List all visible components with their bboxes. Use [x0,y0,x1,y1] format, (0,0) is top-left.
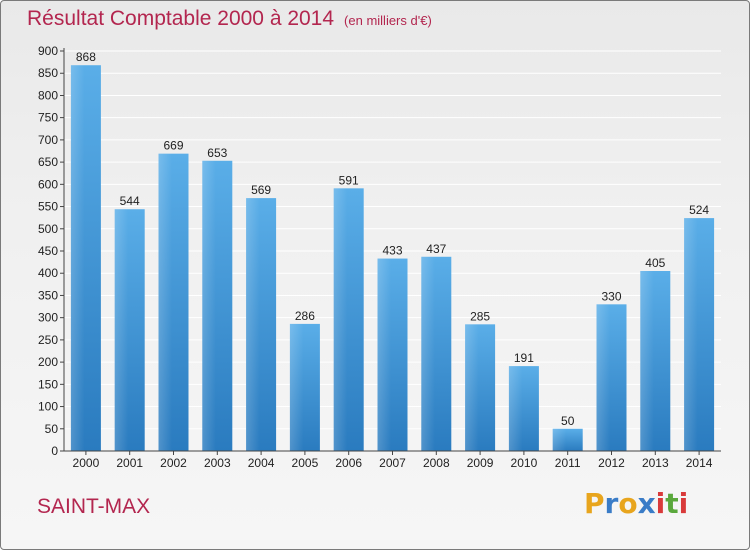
y-tick-label: 600 [38,177,58,191]
y-tick-label: 300 [38,311,58,325]
bar-highlight [202,160,216,451]
x-tick-label: 2011 [555,456,581,470]
y-tick-label: 700 [38,133,58,147]
data-label-2006: 591 [339,173,359,187]
bar-highlight [289,323,304,451]
y-tick-label: 550 [38,200,58,214]
bar-highlight [684,218,698,451]
bar-highlight [377,258,391,451]
data-label-2009: 285 [470,309,490,323]
x-tick-label: 2012 [598,456,625,470]
logo-letter: r [604,487,619,520]
x-tick-label: 2013 [642,456,669,470]
bar-highlight [421,256,435,451]
y-tick-label: 150 [38,377,58,391]
y-tick-label: 900 [38,44,58,58]
logo-letter: P [584,487,605,520]
axis-layer: 0501001502002503003504004505005506006507… [38,44,721,470]
bar-highlight [114,209,129,451]
bar-highlight [596,304,610,451]
bar-highlight [465,324,479,451]
data-label-2014: 524 [689,203,709,217]
y-tick-label: 750 [38,111,58,125]
data-label-2000: 868 [76,50,96,64]
data-label-2008: 437 [426,242,446,256]
x-tick-label: 2006 [335,456,362,470]
data-label-2012: 330 [601,289,621,303]
place-name: SAINT-MAX [37,495,151,518]
y-tick-label: 250 [38,333,58,347]
logo-letter: o [618,487,638,520]
logo-letter: x [637,487,656,520]
logo-letter: i [655,487,666,520]
label-layer: 868 544 669 653 569 286 591 433 437 285 191 50 330 40… [76,50,710,428]
y-tick-label: 450 [38,244,58,258]
x-tick-label: 2004 [248,456,275,470]
y-tick-label: 400 [38,266,58,280]
x-tick-label: 2005 [292,456,319,470]
x-tick-label: 2002 [160,456,187,470]
data-label-2013: 405 [645,256,665,270]
y-tick-label: 800 [38,88,58,102]
x-tick-label: 2000 [73,456,100,470]
y-tick-label: 50 [45,422,59,436]
y-tick-label: 100 [38,400,58,414]
chart-subtitle: (en milliers d'€) [344,13,432,28]
bar-highlight [246,198,260,451]
bar-highlight [640,271,654,451]
data-label-2005: 286 [295,309,315,323]
data-label-2007: 433 [382,244,402,258]
x-tick-label: 2003 [204,456,231,470]
y-tick-label: 0 [51,444,58,458]
bar-layer [70,65,715,452]
bar-highlight [333,188,348,452]
y-tick-label: 650 [38,155,58,169]
bar-highlight [552,428,567,451]
x-tick-label: 2009 [467,456,494,470]
logo-letter: t [665,487,679,520]
y-tick-label: 500 [38,222,58,236]
title-text: Résultat Comptable 2000 à 2014 [27,7,335,30]
bar-highlight [508,366,523,451]
x-tick-label: 2007 [379,456,406,470]
x-tick-label: 2014 [686,456,713,470]
y-tick-label: 850 [38,66,58,80]
x-tick-label: 2010 [511,456,538,470]
chart-title: Résultat Comptable 2000 à 2014 (en millie… [27,7,432,31]
bar-highlight [158,153,172,451]
data-label-2011: 50 [561,414,575,428]
data-label-2003: 653 [207,146,227,160]
data-label-2001: 544 [120,194,140,208]
logo-letter: i [678,487,689,520]
data-label-2002: 669 [163,139,183,153]
y-tick-label: 350 [38,288,58,302]
data-label-2004: 569 [251,183,271,197]
proxiti-logo[interactable]: Proxiti [584,487,688,520]
bar-highlight [70,65,85,451]
y-tick-label: 200 [38,355,58,369]
x-tick-label: 2008 [423,456,450,470]
x-tick-label: 2001 [116,456,143,470]
data-label-2010: 191 [514,351,534,365]
